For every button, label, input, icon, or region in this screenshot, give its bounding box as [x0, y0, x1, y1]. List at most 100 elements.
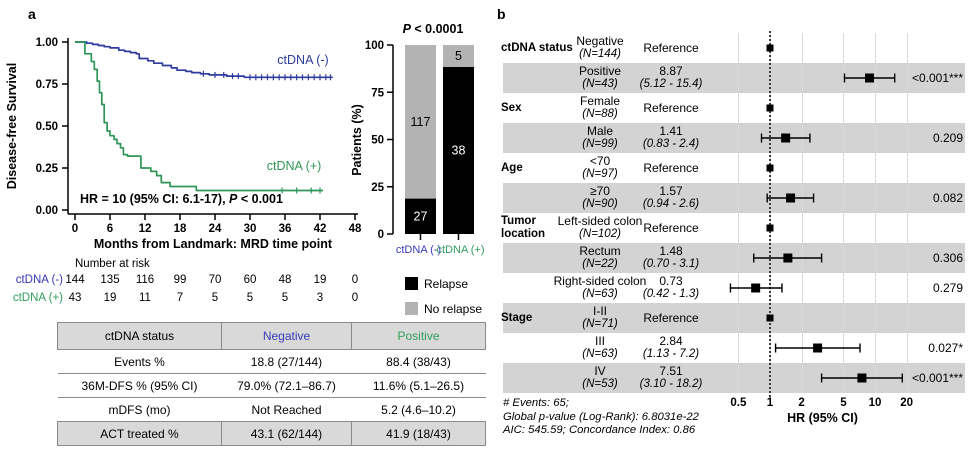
summary-cell: 79.0% (72.1–86.7): [221, 373, 352, 398]
risk-count: 5: [212, 292, 218, 304]
forest-subgroup-cell: Right-sided colon (N=63): [554, 273, 647, 303]
forest-axis-tick-label: 5: [840, 397, 847, 409]
number-at-risk-title: Number at risk: [75, 258, 150, 270]
annotation-post: < 0.001: [237, 192, 283, 206]
bar-title-post: < 0.0001: [411, 22, 464, 36]
forest-hr-value: 2.84: [659, 334, 683, 349]
km-y-tick-label: 0.25: [36, 163, 59, 175]
summary-cell: 5.2 (4.6–10.2): [351, 397, 486, 422]
km-x-tick-label: 6: [107, 223, 113, 235]
forest-subgroup-n: (N=102): [579, 228, 621, 241]
bar-segment-relapse: [443, 66, 474, 234]
summary-cell: 11.6% (5.1–26.5): [351, 373, 486, 398]
forest-subgroup-n: (N=88): [582, 108, 618, 121]
km-x-tick-label: 42: [314, 223, 327, 235]
forest-subgroup-label: Positive: [578, 64, 622, 79]
risk-count: 5: [247, 292, 253, 304]
forest-subgroup-cell: <70 (N=97): [582, 153, 617, 183]
summary-header-cell: Negative: [221, 322, 352, 350]
forest-hr-marker: [857, 373, 867, 383]
risk-count: 116: [136, 274, 154, 286]
bar-segment-no-relapse: [443, 45, 474, 67]
km-hr-annotation: HR = 10 (95% CI: 6.1-17), P < 0.001: [80, 192, 283, 206]
forest-hr-cell: Reference: [643, 303, 698, 333]
forest-subgroup-n: (N=63): [582, 348, 618, 361]
forest-hr-marker: [865, 73, 875, 83]
forest-gridline: [738, 33, 740, 393]
forest-reference-marker: [766, 44, 774, 52]
summary-table-wrap: ctDNA status Negative Positive Events % 18.8…: [57, 322, 486, 446]
forest-group-text: ctDNA status: [501, 41, 573, 54]
forest-subgroup-label: Male: [586, 124, 614, 139]
forest-hr-value: Reference: [643, 100, 699, 115]
forest-group-label: Stage: [501, 303, 581, 333]
forest-hr-value: 1.57: [659, 184, 683, 199]
forest-group-label: ctDNA status: [501, 33, 581, 63]
forest-hr-value: Reference: [643, 310, 699, 325]
forest-subgroup-n: (N=63): [582, 288, 618, 301]
forest-hr-ci: (1.13 - 7.2): [642, 348, 700, 361]
forest-hr-marker: [813, 343, 823, 353]
km-x-tick-label: 36: [279, 223, 292, 235]
km-x-tick-label: 48: [349, 223, 362, 235]
forest-subgroup-label: Negative: [576, 34, 624, 49]
bar-category-label: ctDNA (-): [396, 244, 441, 256]
risk-count: 70: [209, 274, 222, 286]
forest-hr-ci: (0.94 - 2.6): [642, 198, 700, 211]
risk-count: 135: [100, 274, 119, 286]
forest-group-text: Sex: [501, 101, 522, 114]
bar-value-no-relapse: 117: [411, 115, 431, 129]
summary-cell: 43.1 (62/144): [221, 421, 352, 446]
forest-markers-layer: [729, 44, 904, 383]
forest-subgroup-n: (N=90): [582, 198, 618, 211]
summary-table-row: Events % 18.8 (27/144) 88.4 (38/43): [57, 349, 486, 374]
forest-row-band: [503, 123, 965, 153]
risk-count: 43: [69, 292, 82, 304]
summary-cell: 18.8 (27/144): [221, 349, 352, 374]
forest-group-label: Tumor location: [501, 213, 581, 243]
forest-hr-cell: 0.73 (0.42 - 1.3): [643, 273, 699, 303]
forest-hr-value: 1.48: [659, 244, 683, 259]
summary-table: ctDNA status Negative Positive Events % 18.8…: [57, 322, 486, 446]
bar-value-relapse: 27: [414, 209, 428, 223]
forest-subgroup-label: Left-sided colon: [557, 214, 643, 229]
bar-value-no-relapse: 5: [455, 49, 462, 63]
risk-count: 144: [65, 274, 85, 286]
forest-subgroup-label: Female: [579, 94, 621, 109]
forest-hr-value: 8.87: [659, 64, 683, 79]
legend-label-relapse: Relapse: [424, 277, 468, 291]
bar-y-tick-label: 100: [365, 40, 384, 52]
forest-group-text: Tumor location: [501, 215, 546, 240]
summary-cell: ACT treated %: [57, 421, 222, 446]
forest-hr-cell: 8.87 (5.12 - 15.4): [640, 63, 703, 93]
forest-subgroup-n: (N=22): [582, 258, 618, 271]
forest-hr-cell: Reference: [643, 153, 698, 183]
forest-footer-line: AIC: 545.59; Concordance Index: 0.86: [503, 424, 696, 436]
forest-hr-marker: [781, 133, 791, 143]
forest-row-band: [503, 183, 965, 213]
forest-hr-cell: Reference: [643, 213, 698, 243]
risk-count: 19: [314, 274, 327, 286]
forest-subgroup-n: (N=43): [582, 78, 618, 91]
forest-hr-ci: (0.42 - 1.3): [642, 288, 700, 301]
forest-hr-value: 1.41: [659, 124, 683, 139]
forest-hr-ci: (5.12 - 15.4): [639, 78, 703, 91]
risk-count: 5: [282, 292, 288, 304]
summary-cell: Events %: [57, 349, 222, 374]
forest-row-band: [503, 243, 965, 273]
bar-category-label: ctDNA (+): [437, 244, 485, 256]
forest-p-value: 0.306: [932, 251, 963, 265]
forest-subgroup-n: (N=53): [582, 378, 618, 391]
km-y-tick-label: 0.75: [36, 79, 59, 91]
km-x-tick-label: 30: [244, 223, 257, 235]
forest-hr-marker: [783, 253, 793, 263]
risk-count: 0: [352, 274, 358, 286]
annotation-p: P: [229, 192, 238, 206]
forest-subgroup-label: IV: [594, 364, 606, 379]
panel-b-label: b: [497, 6, 506, 22]
bar-y-tick-label: 75: [371, 87, 384, 99]
forest-group-text: Age: [501, 161, 523, 174]
km-x-tick-label: 18: [174, 223, 187, 235]
forest-plot-panel: ctDNA status Negative (N=144) Reference Posi…: [495, 0, 975, 450]
forest-p-value: 0.027*: [928, 341, 963, 355]
